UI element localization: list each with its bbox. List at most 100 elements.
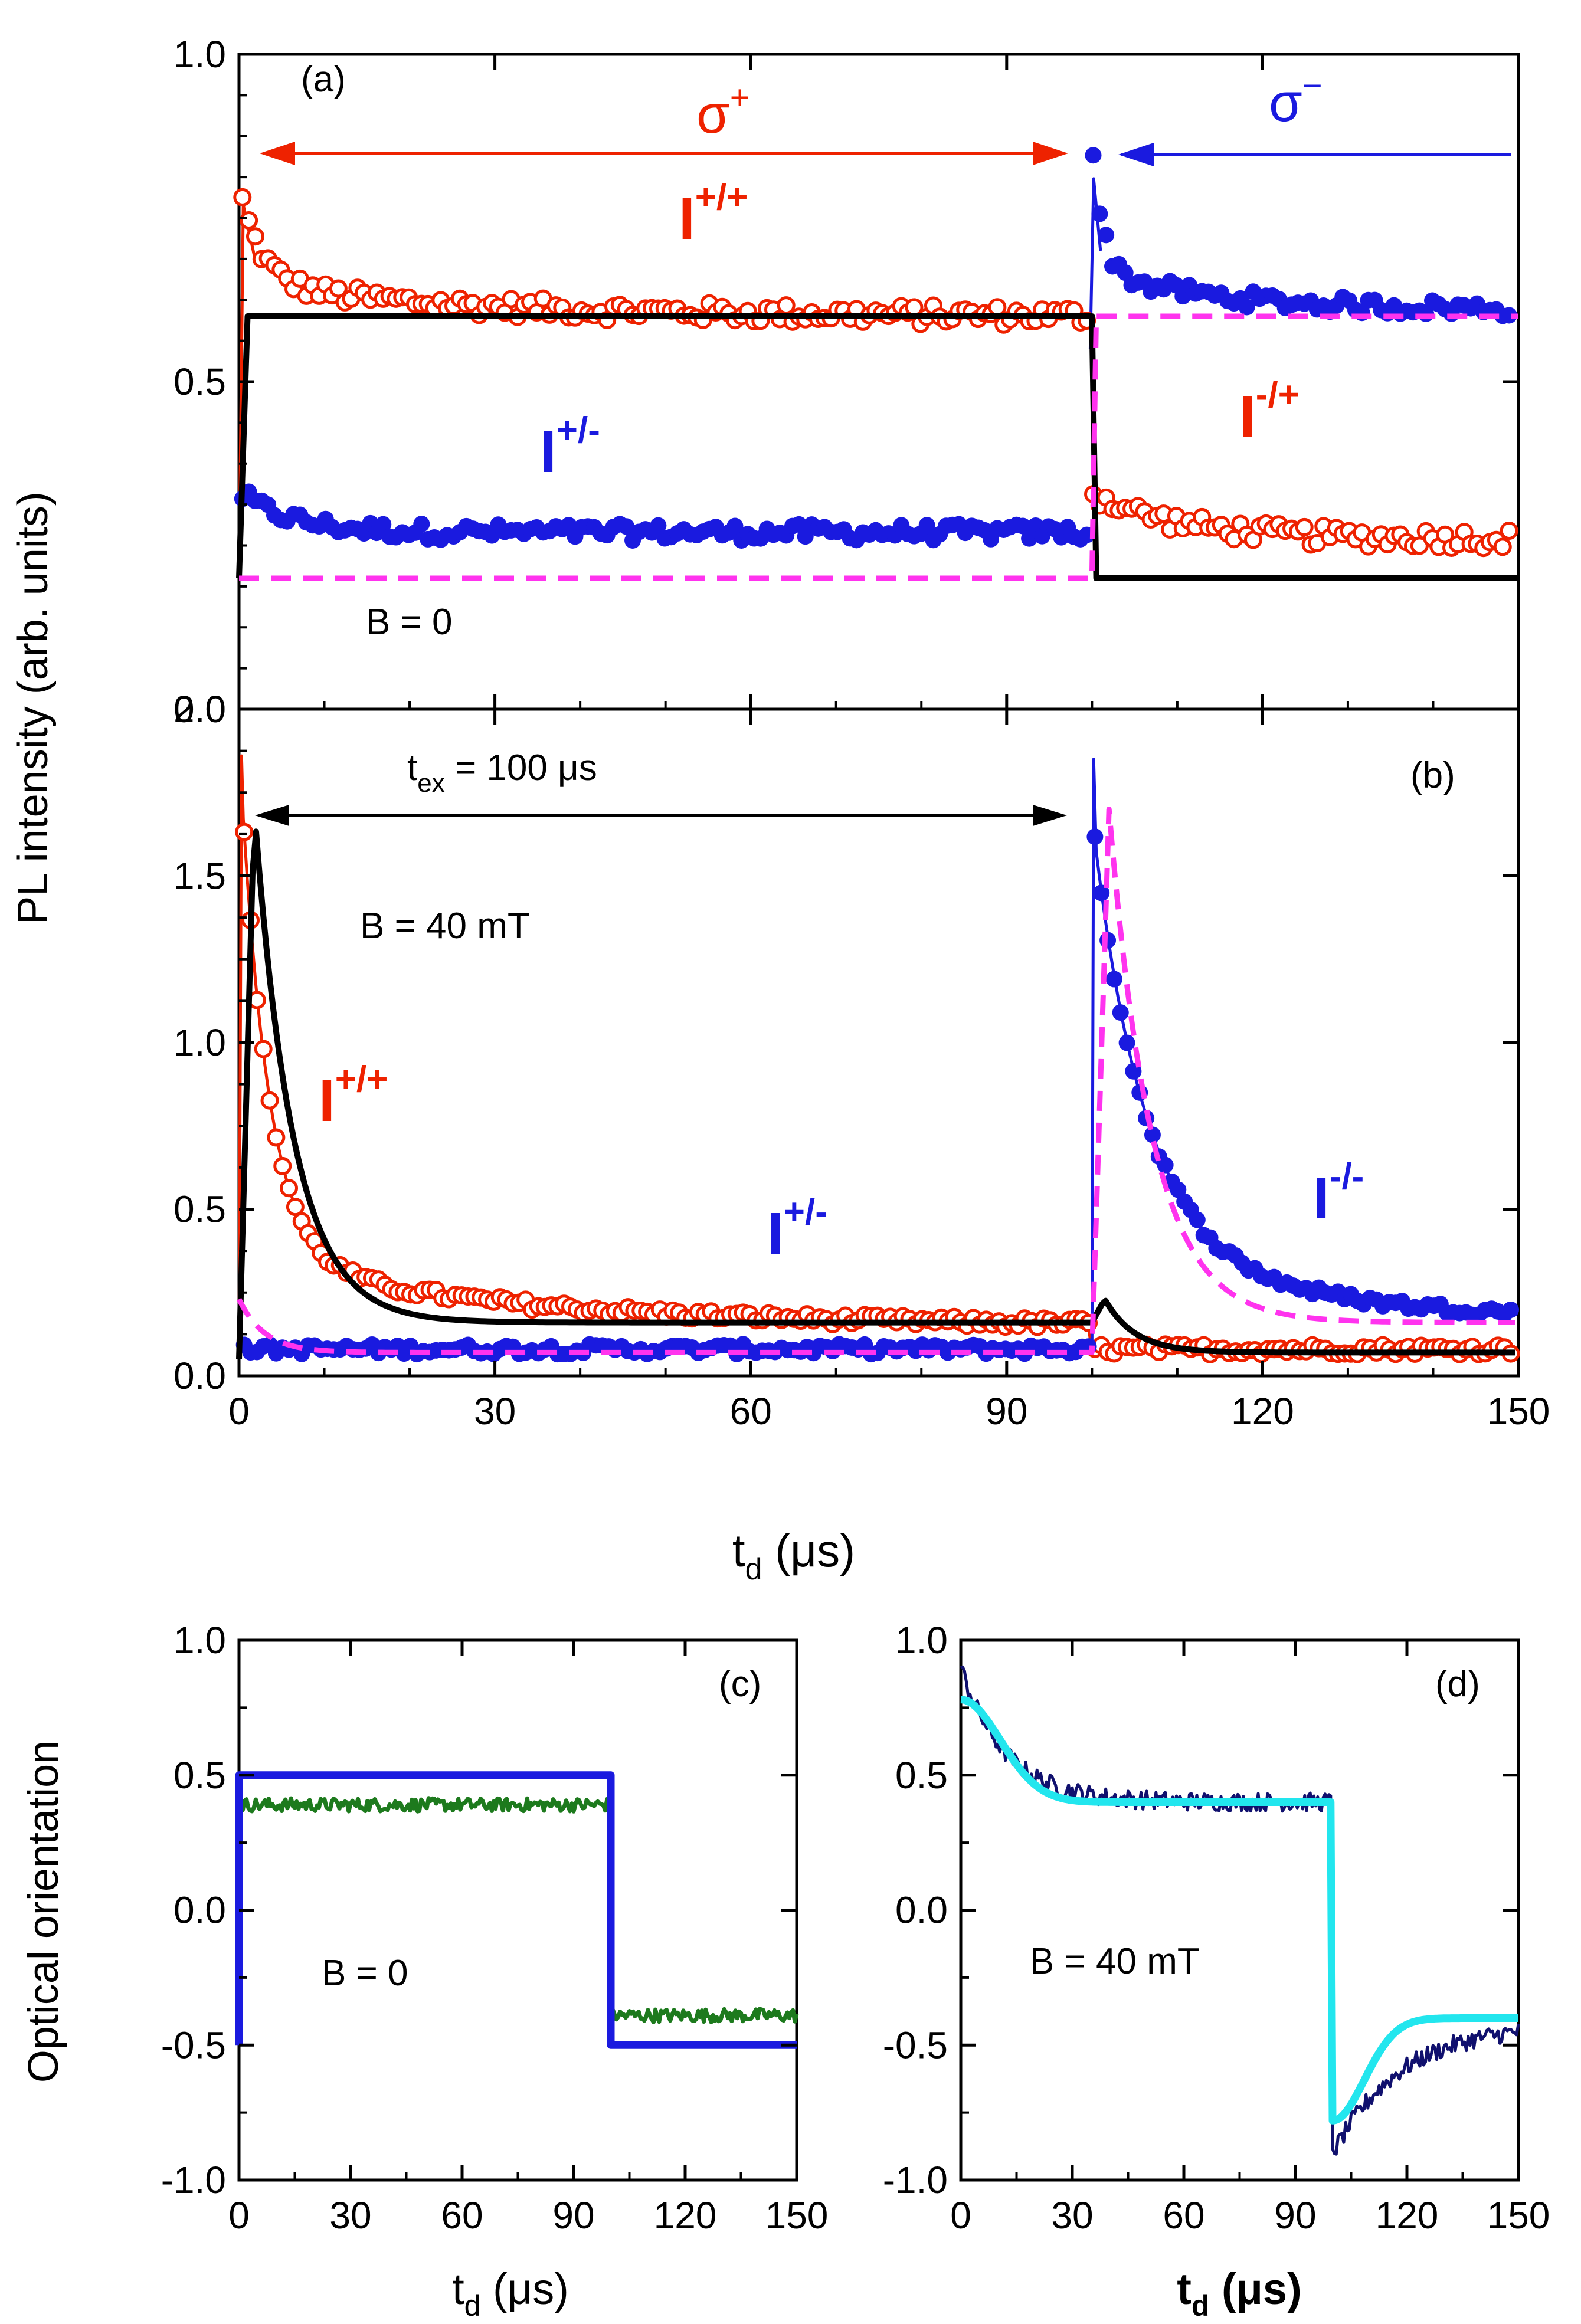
panel-c-label: (c) [719,1664,761,1705]
point-blue [1105,971,1122,988]
panel-b: (b) tex = 100 μs B = 40 mT I+/+ I+/- I-/… [174,688,1550,1433]
y-tick-label: -1.0 [883,2159,948,2201]
panel-d-field: B = 40 mT [1030,1941,1200,1982]
experiment-line [960,1665,1520,2156]
point-red [286,1198,305,1217]
y-tick-label: 0.5 [174,1754,226,1797]
x-tick-label: 30 [1051,2194,1093,2237]
y-tick-label: 2.0 [174,688,226,730]
y-axis-label-cd: Optical orientation [20,1740,67,2083]
label-b-mm: I-/- [1313,1156,1364,1231]
panel-b-data [235,754,1520,1363]
y-tick-label: -1.0 [161,2159,226,2201]
point-blue [1086,828,1104,845]
fit-black [236,828,1515,1359]
point-blue [1144,1126,1161,1143]
y-tick-label: -0.5 [161,2024,226,2066]
experiment-before [237,1796,613,1814]
panel-c-data [235,1771,799,2049]
point-red [254,1040,273,1058]
panel-b-label: (b) [1410,755,1455,796]
x-tick-label: 150 [765,2194,829,2237]
x-tick-label: 60 [1163,2194,1204,2237]
x-tick-label: 150 [1487,2194,1550,2237]
panel-c: (c) B = 0 -1.0 -0.5 0.0 0.5 1.0 0 30 60 90 120 150 [161,1619,829,2237]
x-tick-label: 0 [228,1390,250,1433]
y-tick-label: -0.5 [883,2024,948,2066]
y-tick-label: 1.5 [174,855,226,897]
point-red [1493,537,1512,556]
panel-a-field: B = 0 [366,602,453,643]
x-tick-label: 90 [552,2194,594,2237]
point-blue [1118,1034,1135,1051]
y-tick-label: 1.0 [174,1021,226,1064]
y-tick-label: 0.5 [895,1754,948,1797]
point-blue [1238,299,1255,316]
point-red [235,822,254,841]
label-b-pp: I+/+ [319,1059,388,1134]
sigma-plus-label: σ+ [696,78,750,145]
point-blue [1157,1156,1174,1174]
point-blue [650,517,667,534]
panel-b-field: B = 40 mT [360,906,530,946]
point-red [1500,522,1518,540]
series-red-line [237,754,1518,1351]
point-red [260,1091,279,1110]
panel-a: (a) B = 0 σ+ σ− I+/+ I+/- I-/+ 0.0 0.5 1.0 [174,33,1520,730]
point-blue [1112,1004,1129,1021]
label-a-pm: I+/- [540,410,600,485]
x-tick-label: 150 [1487,1390,1550,1433]
point-red [777,296,796,315]
point-red [273,1156,292,1175]
panel-d-label: (d) [1435,1664,1480,1705]
point-blue [375,516,392,533]
x-axis-label-b: td (μs) [732,1525,855,1587]
point-blue [618,518,635,535]
label-b-pm: I+/- [767,1192,827,1267]
x-tick-label: 60 [730,1390,772,1433]
y-tick-label: 0.5 [174,1188,226,1231]
x-axis-label-d: td (μs) [1177,2264,1301,2322]
point-blue [1085,147,1102,164]
y-axis-label-ab: PL intensity (arb. units) [9,491,57,925]
x-tick-label: 120 [1231,1390,1294,1433]
experiment-after [610,2007,799,2024]
y-tick-label: 0.5 [174,360,226,403]
point-blue [1098,227,1115,244]
label-a-mp: I-/+ [1239,375,1300,450]
x-tick-label: 0 [950,2194,971,2237]
x-tick-label: 30 [474,1390,516,1433]
y-tick-label: 1.0 [895,1619,948,1661]
point-blue [1189,1211,1206,1228]
panel-d-data [958,1665,1521,2156]
point-blue [1014,517,1032,535]
point-red [1295,517,1314,536]
series-blue-line [1088,177,1102,349]
point-blue [1093,884,1110,902]
point-blue [1091,205,1108,222]
panel-a-axes: 0.0 0.5 1.0 [174,33,1520,730]
x-tick-label: 90 [986,1390,1027,1433]
y-tick-label: 0.0 [174,1355,226,1397]
y-tick-label: 1.0 [174,1619,226,1661]
fit-magenta [239,313,1518,581]
point-blue [1501,307,1518,324]
point-blue [726,517,744,535]
y-tick-label: 0.0 [895,1889,948,1932]
y-tick-label: 1.0 [174,33,226,76]
panel-a-data [233,147,1518,581]
fit-line [958,1696,1521,2125]
panel-c-field: B = 0 [322,1953,408,1994]
x-axis-label-c: td (μs) [452,2264,569,2322]
point-blue [918,517,935,534]
point-red [233,188,252,206]
point-blue [1021,530,1038,547]
point-red [267,1128,286,1147]
fit-black [236,313,1518,581]
panel-c-axes: -1.0 -0.5 0.0 0.5 1.0 0 30 60 90 120 150 [161,1619,829,2237]
panel-d-axes: -1.0 -0.5 0.0 0.5 1.0 0 30 60 90 120 150 [883,1619,1550,2237]
point-red [988,298,1007,317]
x-tick-label: 120 [1376,2194,1439,2237]
panel-b-axes: 0.0 0.5 1.0 1.5 2.0 0 30 60 90 120 150 [174,688,1550,1433]
